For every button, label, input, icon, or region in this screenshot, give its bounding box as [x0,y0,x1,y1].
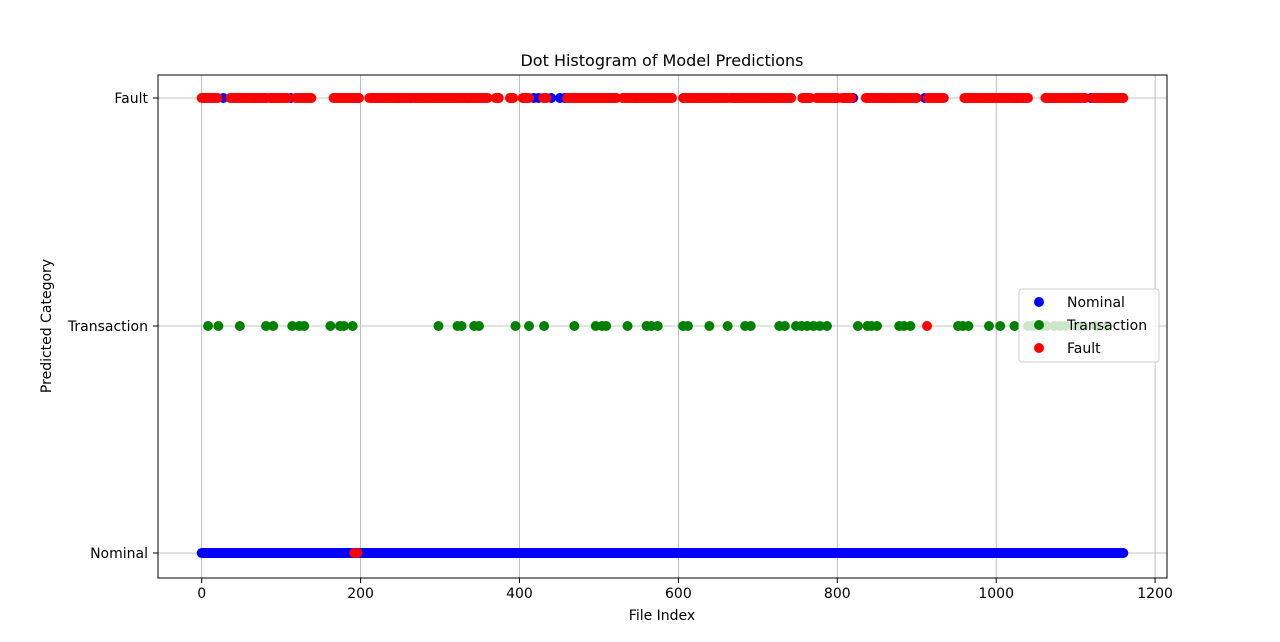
point-fault [306,93,317,103]
y-axis-label: Predicted Category [39,259,55,393]
point-transaction [261,321,272,331]
point-nominal [1118,548,1129,558]
legend-marker-fault [1034,343,1044,353]
y-tick-label: Transaction [67,319,148,335]
point-transaction [325,321,336,331]
point-transaction [601,321,612,331]
x-tick-label: 600 [665,586,692,602]
point-fault [1022,93,1033,103]
point-transaction [622,321,633,331]
point-fault [524,93,535,103]
point-fault [541,93,552,103]
point-fault [846,93,857,103]
point-transaction [722,321,733,331]
point-transaction [821,321,832,331]
points-layer [196,93,1129,558]
y-tick-label: Fault [114,91,148,107]
legend-marker-transaction [1034,320,1044,330]
point-transaction [213,321,224,331]
point-fault [1118,93,1129,103]
point-transaction [872,321,883,331]
point-transaction [287,321,298,331]
chart-title: Dot Histogram of Model Predictions [520,51,803,70]
x-axis-label: File Index [629,608,695,624]
x-tick-label: 200 [347,586,374,602]
x-tick-label: 400 [506,586,533,602]
point-transaction [347,321,358,331]
ticks-layer: 0 200 400 600 800 1000 1200 Nominal Transaction F… [67,91,1173,602]
point-transaction [338,321,349,331]
point-transaction [524,321,535,331]
point-fault [482,93,493,103]
point-fault [354,93,365,103]
point-transaction [852,321,863,331]
point-transaction [814,321,825,331]
point-transaction [203,321,214,331]
x-tick-label: 1000 [978,586,1014,602]
point-transaction [745,321,756,331]
point-transaction [433,321,444,331]
x-tick-label: 1200 [1137,586,1173,602]
point-fault [282,93,293,103]
point-transaction [704,321,715,331]
point-fault [667,93,678,103]
point-transaction [234,321,245,331]
point-transaction [569,321,580,331]
point-transaction [510,321,521,331]
point-transaction [1009,321,1020,331]
point-transaction [652,321,663,331]
legend-box [1018,288,1160,363]
point-fault [938,93,949,103]
point-fault [493,93,504,103]
point-transaction [963,321,974,331]
point-transaction [905,321,916,331]
legend-label-fault: Fault [1067,341,1101,357]
point-transaction [268,321,279,331]
point-transaction [995,321,1006,331]
point-transaction [984,321,995,331]
point-transaction [682,321,693,331]
point-fault [508,93,519,103]
legend: Nominal Transaction Fault [1018,288,1160,363]
point-transaction [779,321,790,331]
y-tick-label: Nominal [90,546,148,562]
point-fault [911,93,922,103]
point-transaction [456,321,467,331]
point-transaction [539,321,550,331]
legend-label-nominal: Nominal [1067,295,1125,311]
legend-label-transaction: Transaction [1066,318,1147,334]
legend-marker-nominal [1034,297,1044,307]
x-tick-label: 0 [197,586,206,602]
point-fault [1080,93,1091,103]
point-fault [786,93,797,103]
x-tick-label: 800 [824,586,851,602]
point-fault [922,321,933,331]
point-transaction [473,321,484,331]
point-fault [212,93,223,103]
point-fault [352,548,363,558]
point-transaction [299,321,310,331]
